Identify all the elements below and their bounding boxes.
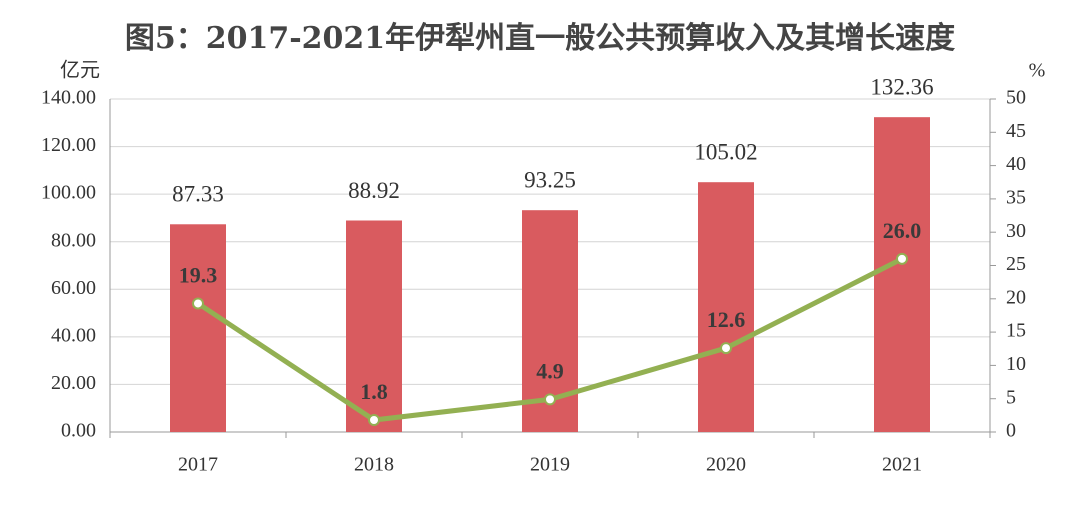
line-marker bbox=[192, 297, 204, 310]
bar bbox=[346, 220, 402, 432]
bar bbox=[874, 117, 930, 432]
bar bbox=[698, 182, 754, 432]
y-tick-label: 120.00 bbox=[41, 134, 96, 156]
y-tick-label: 0.00 bbox=[61, 420, 96, 442]
bar bbox=[170, 224, 226, 432]
chart-title: 图5：2017-2021年伊犁州直一般公共预算收入及其增长速度 bbox=[125, 21, 955, 56]
y2-tick-label: 20 bbox=[1006, 286, 1026, 308]
line-marker bbox=[544, 393, 556, 406]
x-tick-label: 2021 bbox=[882, 454, 922, 476]
y-tick-label: 40.00 bbox=[51, 324, 96, 346]
y-tick-label: 80.00 bbox=[51, 229, 96, 251]
y2-tick-label: 25 bbox=[1006, 253, 1026, 275]
y-tick-label: 60.00 bbox=[51, 277, 96, 299]
y2-tick-label: 10 bbox=[1006, 353, 1026, 375]
line-value-label: 26.0 bbox=[883, 218, 922, 243]
line-marker bbox=[720, 342, 732, 355]
y-axis-label: 亿元 bbox=[60, 59, 100, 82]
y2-axis-label: % bbox=[1029, 60, 1046, 82]
bar-value-label: 93.25 bbox=[524, 167, 576, 192]
bar-value-label: 132.36 bbox=[870, 74, 933, 99]
x-tick-label: 2019 bbox=[530, 454, 570, 476]
line-marker bbox=[896, 252, 908, 265]
y2-tick-label: 40 bbox=[1006, 153, 1026, 175]
y-tick-label: 20.00 bbox=[51, 372, 96, 394]
y2-tick-label: 50 bbox=[1006, 87, 1026, 109]
x-tick-label: 2018 bbox=[354, 454, 394, 476]
bar-value-label: 87.33 bbox=[172, 182, 224, 207]
y2-tick-label: 5 bbox=[1006, 386, 1016, 408]
bar-value-label: 88.92 bbox=[348, 178, 400, 203]
y2-tick-label: 0 bbox=[1006, 420, 1016, 442]
y2-tick-label: 45 bbox=[1006, 120, 1026, 142]
line-value-label: 19.3 bbox=[179, 263, 218, 288]
y2-tick-label: 15 bbox=[1006, 320, 1026, 342]
y2-tick-label: 30 bbox=[1006, 220, 1026, 242]
line-value-label: 1.8 bbox=[360, 379, 388, 404]
x-tick-label: 2020 bbox=[706, 454, 746, 476]
line-value-label: 12.6 bbox=[707, 307, 746, 332]
x-tick-label: 2017 bbox=[178, 454, 218, 476]
y-tick-label: 100.00 bbox=[41, 182, 96, 204]
bar-value-label: 105.02 bbox=[694, 139, 757, 164]
line-value-label: 4.9 bbox=[536, 358, 564, 383]
y2-tick-label: 35 bbox=[1006, 186, 1026, 208]
y-tick-label: 140.00 bbox=[41, 87, 96, 109]
line-marker bbox=[368, 414, 380, 427]
